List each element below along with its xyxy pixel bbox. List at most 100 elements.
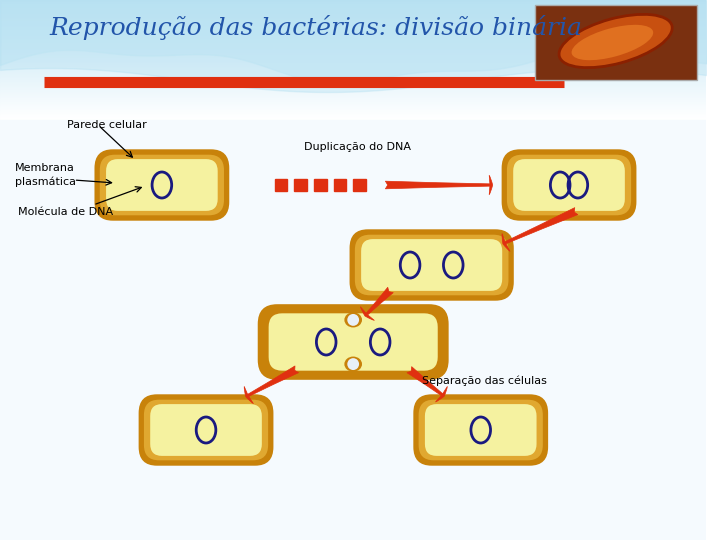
FancyBboxPatch shape — [94, 149, 229, 221]
Ellipse shape — [572, 25, 653, 60]
Bar — [0, 35, 706, 36]
Bar — [0, 39, 706, 40]
Bar — [0, 94, 706, 95]
FancyBboxPatch shape — [513, 159, 625, 211]
Bar — [0, 68, 706, 69]
Bar — [535, 5, 696, 80]
Bar — [0, 32, 706, 33]
Bar — [0, 89, 706, 90]
Bar — [0, 56, 706, 57]
Bar — [0, 31, 706, 32]
Bar — [0, 120, 706, 540]
Bar — [0, 63, 706, 64]
Bar — [0, 112, 706, 113]
Bar — [0, 75, 706, 76]
Bar — [0, 21, 706, 22]
Bar — [0, 13, 706, 14]
Bar — [0, 15, 706, 16]
FancyBboxPatch shape — [150, 404, 262, 456]
Text: Molécula de DNA: Molécula de DNA — [18, 207, 113, 217]
Bar — [0, 9, 706, 10]
FancyBboxPatch shape — [258, 304, 449, 380]
Bar — [0, 114, 706, 115]
Bar — [0, 74, 706, 75]
Bar — [0, 72, 706, 73]
Bar — [0, 96, 706, 97]
Bar — [0, 103, 706, 104]
Bar — [0, 104, 706, 105]
Bar — [0, 67, 706, 68]
Bar — [0, 109, 706, 110]
Text: Duplicação do DNA: Duplicação do DNA — [304, 142, 411, 152]
Bar — [0, 60, 706, 61]
Ellipse shape — [344, 312, 362, 327]
Bar — [0, 93, 706, 94]
Bar — [0, 19, 706, 20]
Bar — [0, 78, 706, 79]
Bar — [0, 53, 706, 54]
Text: Membrana
plasmática: Membrana plasmática — [14, 164, 76, 186]
Bar — [0, 47, 706, 48]
Bar — [0, 50, 706, 51]
Bar — [0, 11, 706, 12]
Bar — [0, 29, 706, 30]
Bar — [0, 51, 706, 52]
Bar — [275, 179, 287, 191]
Bar — [0, 71, 706, 72]
Bar — [0, 79, 706, 80]
Bar — [354, 179, 366, 191]
Bar — [0, 73, 706, 74]
Bar — [0, 95, 706, 96]
FancyBboxPatch shape — [507, 154, 631, 215]
FancyBboxPatch shape — [413, 394, 548, 465]
Bar — [0, 6, 706, 7]
Bar — [0, 34, 706, 35]
Bar — [0, 38, 706, 39]
FancyBboxPatch shape — [106, 159, 217, 211]
Bar — [0, 23, 706, 24]
Bar — [0, 66, 706, 67]
Bar — [0, 97, 706, 98]
Bar — [0, 59, 706, 60]
Bar — [0, 99, 706, 100]
Bar — [0, 105, 706, 106]
FancyBboxPatch shape — [418, 400, 543, 460]
Bar — [0, 16, 706, 17]
FancyBboxPatch shape — [502, 149, 636, 221]
Bar — [0, 8, 706, 9]
Bar — [0, 110, 706, 111]
Bar — [0, 42, 706, 43]
Bar — [0, 14, 706, 15]
Bar — [0, 70, 706, 71]
Ellipse shape — [347, 314, 359, 326]
Bar — [0, 44, 706, 45]
Bar — [0, 77, 706, 78]
Bar — [0, 1, 706, 2]
Bar — [0, 116, 706, 117]
Bar — [0, 30, 706, 31]
Bar — [0, 100, 706, 101]
Bar — [0, 57, 706, 58]
Bar — [0, 115, 706, 116]
Ellipse shape — [559, 15, 672, 68]
Bar — [0, 117, 706, 118]
Bar — [0, 37, 706, 38]
Bar — [0, 91, 706, 92]
Bar — [0, 17, 706, 18]
Bar — [0, 102, 706, 103]
FancyBboxPatch shape — [361, 239, 503, 291]
Bar — [0, 85, 706, 86]
Bar — [0, 113, 706, 114]
Bar — [0, 27, 706, 28]
Bar — [0, 98, 706, 99]
FancyBboxPatch shape — [269, 313, 438, 370]
Bar — [0, 87, 706, 88]
FancyBboxPatch shape — [349, 230, 514, 301]
Text: Parede celular: Parede celular — [67, 120, 146, 130]
FancyBboxPatch shape — [139, 394, 274, 465]
Bar — [0, 69, 706, 70]
Bar — [333, 179, 346, 191]
Bar — [0, 55, 706, 56]
Bar — [0, 101, 706, 102]
Bar — [0, 45, 706, 46]
